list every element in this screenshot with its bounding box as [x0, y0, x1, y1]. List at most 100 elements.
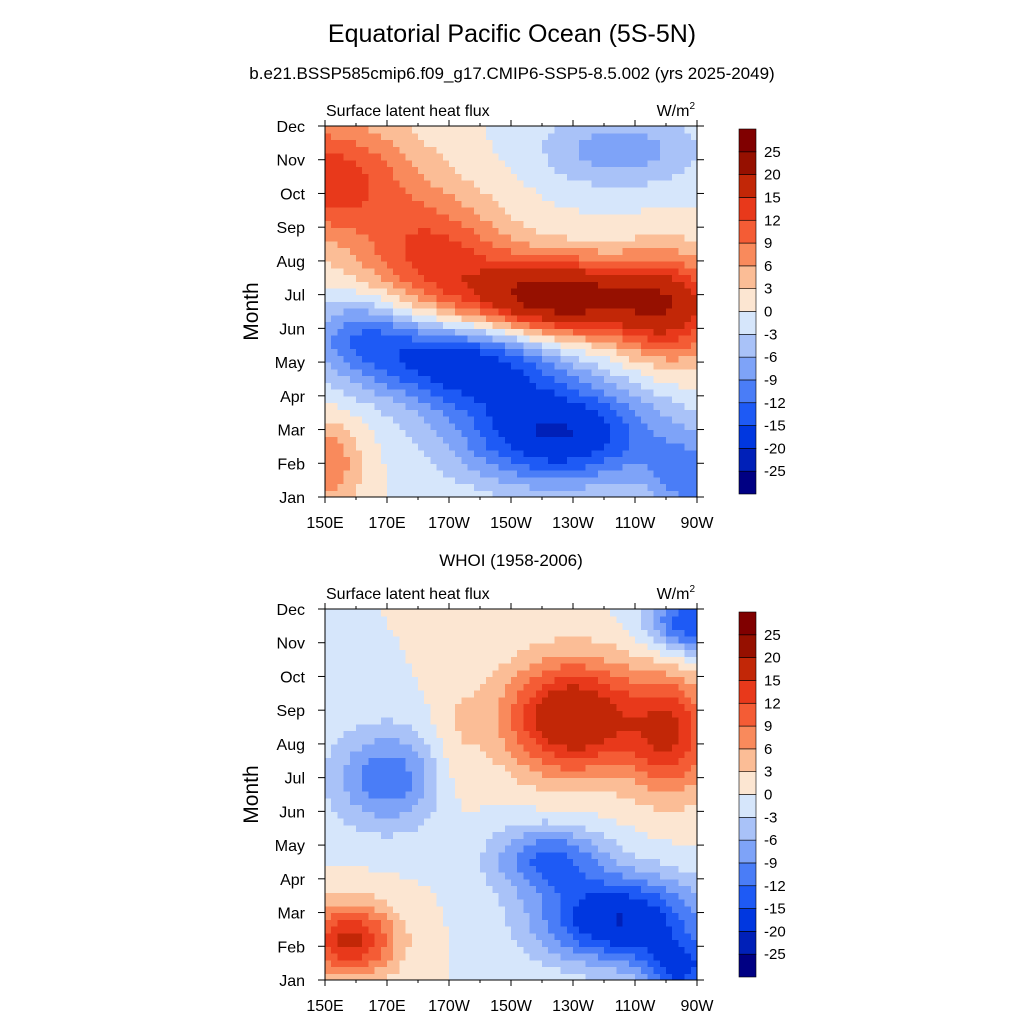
- heatmap-cell: [672, 200, 679, 208]
- heatmap-cell: [659, 179, 667, 188]
- heatmap-cell: [486, 959, 493, 968]
- heatmap-cell: [380, 139, 388, 147]
- heatmap-cell: [622, 247, 630, 255]
- heatmap-cell: [672, 206, 679, 215]
- heatmap-cell: [449, 683, 456, 691]
- heatmap-cell: [616, 456, 624, 464]
- heatmap-cell: [467, 335, 475, 343]
- heatmap-cell: [424, 456, 431, 464]
- heatmap-cell: [405, 267, 413, 275]
- heatmap-cell: [368, 490, 376, 498]
- heatmap-cell: [418, 723, 425, 732]
- heatmap-cell: [504, 193, 512, 201]
- heatmap-cell: [678, 281, 686, 289]
- heatmap-cell: [597, 483, 605, 491]
- heatmap-cell: [473, 622, 481, 630]
- heatmap-cell: [566, 173, 574, 181]
- heatmap-cell: [666, 126, 673, 134]
- heatmap-cell: [628, 240, 636, 249]
- heatmap-cell: [331, 824, 338, 833]
- heatmap-cell: [467, 206, 475, 215]
- heatmap-cell: [399, 382, 407, 390]
- heatmap-cell: [393, 838, 400, 846]
- heatmap-cell: [486, 429, 493, 437]
- heatmap-cell: [442, 449, 450, 458]
- heatmap-cell: [523, 308, 531, 316]
- heatmap-cell: [684, 308, 692, 316]
- heatmap-cell: [430, 642, 438, 651]
- heatmap-cell: [325, 402, 332, 410]
- heatmap-cell: [498, 206, 506, 215]
- heatmap-cell: [486, 716, 493, 725]
- heatmap-cell: [690, 368, 698, 377]
- heatmap-cell: [486, 743, 493, 752]
- heatmap-cell: [579, 179, 586, 188]
- heatmap-cell: [585, 173, 593, 181]
- heatmap-cell: [325, 609, 332, 617]
- heatmap-cell: [678, 166, 686, 174]
- heatmap-cell: [356, 281, 363, 289]
- heatmap-cell: [684, 483, 692, 491]
- heatmap-cell: [641, 443, 648, 451]
- heatmap-cell: [405, 973, 413, 981]
- heatmap-cell: [405, 294, 413, 302]
- heatmap-cell: [362, 152, 369, 161]
- heatmap-cell: [529, 375, 537, 383]
- heatmap-cell: [523, 483, 531, 491]
- heatmap-cell: [523, 227, 531, 235]
- heatmap-cell: [368, 609, 376, 617]
- heatmap-cell: [349, 824, 357, 833]
- heatmap-cell: [486, 656, 493, 664]
- heatmap-cell: [579, 240, 586, 249]
- heatmap-cell: [523, 206, 531, 215]
- heatmap-cell: [542, 436, 549, 444]
- heatmap-cell: [331, 892, 338, 900]
- heatmap-cell: [362, 213, 369, 222]
- heatmap-cell: [647, 362, 655, 370]
- heatmap-cell: [349, 247, 357, 255]
- heatmap-cell: [424, 355, 431, 363]
- heatmap-cell: [455, 355, 462, 363]
- heatmap-cell: [659, 173, 667, 181]
- heatmap-cell: [368, 811, 376, 819]
- heatmap-cell: [659, 132, 667, 141]
- heatmap-cell: [325, 696, 332, 705]
- heatmap-cell: [473, 206, 481, 215]
- heatmap-cell: [467, 233, 475, 242]
- heatmap-cell: [504, 416, 512, 424]
- heatmap-cell: [585, 247, 593, 255]
- heatmap-cell: [486, 858, 493, 866]
- heatmap-cell: [343, 152, 351, 161]
- heatmap-cell: [678, 139, 686, 147]
- heatmap-cell: [492, 247, 500, 255]
- heatmap-cell: [511, 368, 518, 377]
- heatmap-cell: [399, 899, 407, 907]
- heatmap-cell: [480, 308, 487, 316]
- colorbar-label: 9: [764, 235, 772, 252]
- heatmap-cell: [387, 966, 394, 974]
- heatmap-cell: [473, 200, 481, 208]
- heatmap-cell: [430, 669, 438, 678]
- heatmap-cell: [436, 294, 444, 302]
- heatmap-cell: [486, 247, 493, 255]
- heatmap-cell: [560, 247, 568, 255]
- heatmap-cell: [486, 757, 493, 765]
- heatmap-cell: [461, 375, 469, 383]
- heatmap-cell: [647, 375, 655, 383]
- heatmap-cell: [684, 389, 692, 397]
- heatmap-cell: [418, 710, 425, 718]
- heatmap-cell: [325, 845, 332, 853]
- heatmap-cell: [424, 689, 431, 698]
- heatmap-cell: [579, 389, 586, 397]
- heatmap-cell: [418, 878, 425, 887]
- heatmap-cell: [461, 240, 469, 249]
- heatmap-cell: [399, 281, 407, 289]
- heatmap-cell: [442, 777, 450, 785]
- heatmap-cell: [486, 301, 493, 309]
- heatmap-cell: [641, 416, 648, 424]
- heatmap-cell: [455, 932, 462, 941]
- heatmap-cell: [430, 966, 438, 974]
- heatmap-cell: [393, 146, 400, 154]
- heatmap-cell: [405, 635, 413, 644]
- heatmap-cell: [411, 872, 419, 880]
